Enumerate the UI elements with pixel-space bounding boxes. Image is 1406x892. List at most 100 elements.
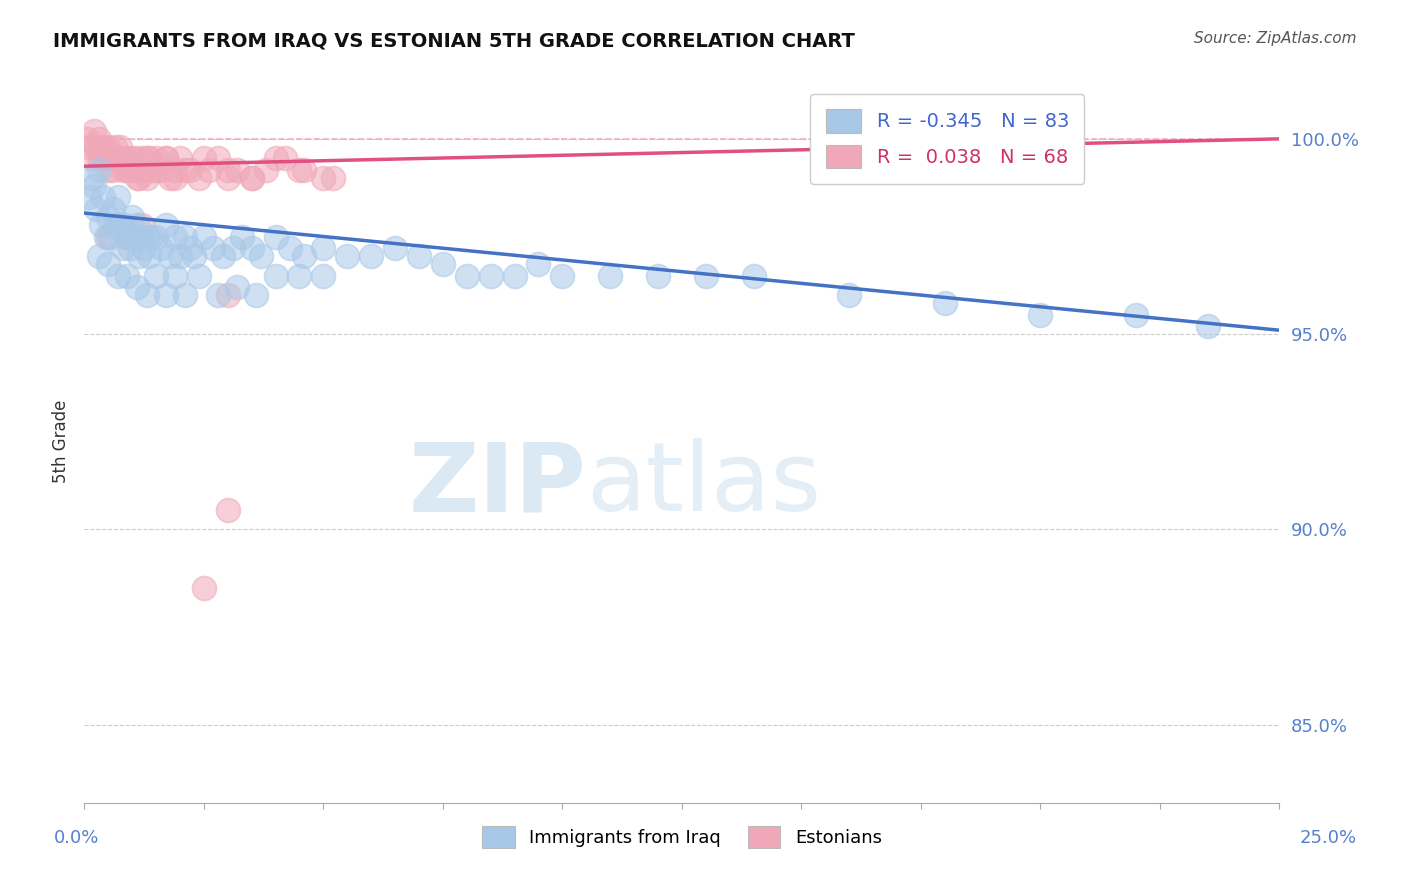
Point [118,241,141,255]
Point [110,218,132,232]
Point [135,152,157,166]
Point [80,152,103,166]
Point [264,229,287,244]
Point [86,202,108,216]
Point [87,163,110,178]
Point [117,268,139,283]
Point [934,296,956,310]
Point [97,210,120,224]
Point [165,229,187,244]
Point [695,268,717,283]
Text: Source: ZipAtlas.com: Source: ZipAtlas.com [1194,31,1357,46]
Point [312,170,335,185]
Point [141,229,163,244]
Point [197,163,219,178]
Point [87,132,110,146]
Point [250,249,273,263]
Point [111,241,134,255]
Point [117,163,139,178]
Point [1197,319,1219,334]
Point [647,268,669,283]
Point [245,288,267,302]
Point [183,249,205,263]
Point [77,190,100,204]
Point [527,257,550,271]
Point [159,170,181,185]
Point [179,163,201,178]
Point [107,152,129,166]
Point [278,241,301,255]
Point [240,170,263,185]
Point [274,152,297,166]
Point [288,268,311,283]
Point [104,139,127,153]
Point [193,229,215,244]
Point [169,152,191,166]
Point [117,163,139,178]
Legend: Immigrants from Iraq, Estonians: Immigrants from Iraq, Estonians [475,819,889,855]
Point [217,503,239,517]
Point [100,229,122,244]
Text: 25.0%: 25.0% [1299,830,1357,847]
Point [86,139,108,153]
Point [231,229,253,244]
Point [141,163,163,178]
Point [165,163,187,178]
Point [165,170,187,185]
Point [149,241,172,255]
Point [83,124,105,138]
Point [132,241,156,255]
Point [384,241,406,255]
Point [408,249,430,263]
Point [107,268,129,283]
Point [360,249,382,263]
Point [77,139,100,153]
Point [226,163,249,178]
Point [94,229,117,244]
Point [159,249,181,263]
Point [124,152,146,166]
Point [114,218,136,232]
Point [87,249,110,263]
Point [131,229,153,244]
Point [173,288,195,302]
Point [125,170,148,185]
Point [742,268,765,283]
Point [135,229,157,244]
Point [138,152,160,166]
Point [212,249,235,263]
Point [432,257,454,271]
Point [503,268,526,283]
Point [132,163,156,178]
Point [217,288,239,302]
Point [193,581,215,595]
Point [138,249,160,263]
Point [107,218,129,232]
Point [312,241,335,255]
Point [87,152,110,166]
Point [111,163,134,178]
Point [131,218,153,232]
Point [97,257,120,271]
Point [76,132,98,146]
Point [288,163,311,178]
Point [838,288,860,302]
Point [221,241,243,255]
Point [336,249,359,263]
Point [128,249,150,263]
Point [149,163,172,178]
Text: ZIP: ZIP [408,438,586,532]
Point [599,268,621,283]
Point [155,152,177,166]
Point [264,152,287,166]
Point [169,249,191,263]
Point [125,218,148,232]
Point [292,249,315,263]
Point [322,170,344,185]
Point [94,152,117,166]
Point [117,229,139,244]
Point [188,268,211,283]
Point [117,229,139,244]
Point [100,152,122,166]
Point [110,139,132,153]
